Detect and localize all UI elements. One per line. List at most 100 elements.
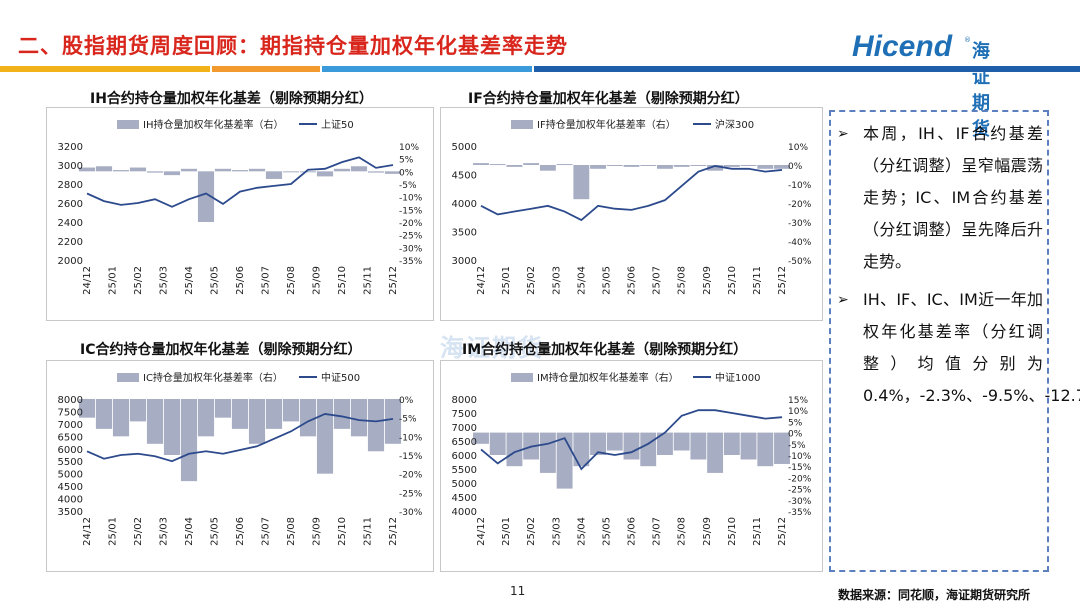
x-tick-label: 25/03 (551, 517, 562, 546)
basis-bar (197, 399, 215, 437)
x-tick-label: 25/06 (627, 266, 638, 295)
basis-bar (129, 167, 147, 172)
basis-bar (231, 399, 249, 429)
basis-bar (163, 171, 181, 176)
basis-bar (539, 432, 556, 473)
chart-title-if: IF合约持仓量加权年化基差（剔除预期分红） (468, 91, 749, 107)
x-tick-label: 25/02 (133, 517, 144, 546)
right-tick-label: 0% (399, 396, 414, 406)
logo-reg: ® (964, 36, 971, 44)
left-tick-label: 7500 (58, 407, 83, 418)
basis-bar (180, 399, 198, 482)
basis-bar (95, 399, 113, 429)
header-bar-2 (212, 66, 320, 72)
right-tick-label: -5% (399, 181, 417, 191)
x-tick-label: 25/05 (210, 517, 221, 546)
x-tick-label: 25/06 (235, 266, 246, 295)
right-tick-label: -25% (788, 486, 812, 496)
data-source: 数据来源：同花顺，海证期货研究所 (838, 588, 1031, 602)
basis-bar (590, 432, 606, 455)
right-tick-label: -10% (399, 433, 423, 443)
basis-bar (774, 432, 790, 464)
right-tick-label: -30% (399, 508, 423, 518)
basis-bar (384, 399, 402, 444)
chart-im: IM持仓量加权年化基差率（右） 中证1000 8000 7500 7000 6500 600… (452, 371, 812, 546)
x-tick-label: 25/10 (727, 517, 738, 546)
basis-bar (506, 432, 523, 467)
x-tick-label: 24/12 (476, 517, 487, 546)
chart-panel-if: IF持仓量加权年化基差率（右） 沪深300 5000 4500 4000 3500 3000… (440, 107, 823, 321)
x-tick-label: 25/12 (777, 517, 788, 546)
right-tick-label: 0% (788, 162, 803, 172)
logo-cn: 海证期货 (972, 41, 990, 140)
legend-index-label: 中证1000 (715, 371, 760, 384)
chart-panel-ic: IC持仓量加权年化基差率（右） 中证500 8000 7500 7000 6500 6000… (46, 360, 434, 572)
basis-bar (248, 399, 266, 444)
x-tick-label: 25/12 (388, 517, 399, 546)
right-tick-label: -15% (399, 206, 423, 216)
x-tick-label: 24/12 (82, 266, 93, 295)
x-tick-label: 25/05 (601, 266, 612, 295)
left-tick-label: 2600 (58, 199, 83, 210)
left-tick-label: 2800 (58, 180, 83, 191)
legend-basis-swatch (117, 120, 139, 129)
left-tick-label: 3500 (452, 228, 477, 239)
x-tick-label: 25/10 (337, 517, 348, 546)
header-bar-1 (0, 66, 210, 72)
right-tick-label: -15% (399, 452, 423, 462)
right-tick-label: 10% (788, 407, 808, 417)
x-tick-label: 24/12 (476, 266, 487, 295)
basis-bar (299, 399, 317, 437)
right-tick-label: -20% (399, 219, 423, 229)
x-tick-label: 25/04 (184, 266, 195, 295)
basis-bar (333, 168, 351, 172)
right-tick-label: 0% (788, 430, 803, 440)
x-tick-label: 25/04 (184, 517, 195, 546)
basis-bar (556, 164, 573, 166)
basis-bar (78, 399, 96, 418)
basis-bar (384, 171, 402, 174)
x-tick-label: 25/07 (261, 517, 272, 546)
basis-bar (163, 399, 181, 455)
basis-bar (316, 399, 334, 474)
right-tick-label: 15% (788, 396, 808, 406)
right-tick-label: -35% (788, 508, 812, 518)
basis-bar (707, 432, 724, 473)
legend-basis-label: IC持仓量加权年化基差率（右） (143, 371, 283, 384)
left-tick-label: 4000 (452, 199, 477, 210)
basis-bar (350, 166, 368, 172)
basis-bar (657, 165, 673, 169)
x-tick-label: 25/01 (501, 266, 512, 295)
basis-bar (657, 432, 673, 455)
basis-bar (523, 163, 540, 165)
x-tick-label: 25/11 (363, 266, 374, 295)
basis-bar (265, 171, 283, 179)
x-tick-label: 25/07 (652, 517, 663, 546)
arrow-bullet-icon: ➢ (837, 292, 849, 308)
basis-bar (299, 171, 317, 173)
right-tick-label: 5% (399, 156, 414, 166)
x-tick-label: 25/04 (576, 266, 587, 295)
index-line (86, 413, 394, 463)
header-bar-3 (322, 66, 532, 72)
chart-title-ic: IC合约持仓量加权年化基差（剔除预期分红） (80, 342, 362, 358)
right-tick-label: -30% (399, 244, 423, 254)
x-tick-label: 25/09 (312, 517, 323, 546)
basis-bar (640, 165, 657, 166)
x-tick-label: 25/05 (210, 266, 221, 295)
basis-bar (707, 165, 724, 171)
right-tick-label: -30% (788, 497, 812, 507)
left-tick-label: 4500 (452, 171, 477, 182)
right-tick-label: -35% (399, 257, 423, 267)
index-line (480, 409, 783, 471)
left-tick-label: 5000 (452, 142, 477, 153)
basis-bar (112, 170, 130, 172)
x-tick-label: 25/06 (235, 517, 246, 546)
x-tick-label: 25/02 (526, 517, 537, 546)
x-tick-label: 25/06 (627, 517, 638, 546)
x-tick-label: 25/02 (133, 266, 144, 295)
header-bar-4 (534, 66, 1080, 72)
basis-bar (774, 165, 790, 169)
basis-bar (573, 432, 590, 467)
right-tick-label: -15% (788, 463, 812, 473)
